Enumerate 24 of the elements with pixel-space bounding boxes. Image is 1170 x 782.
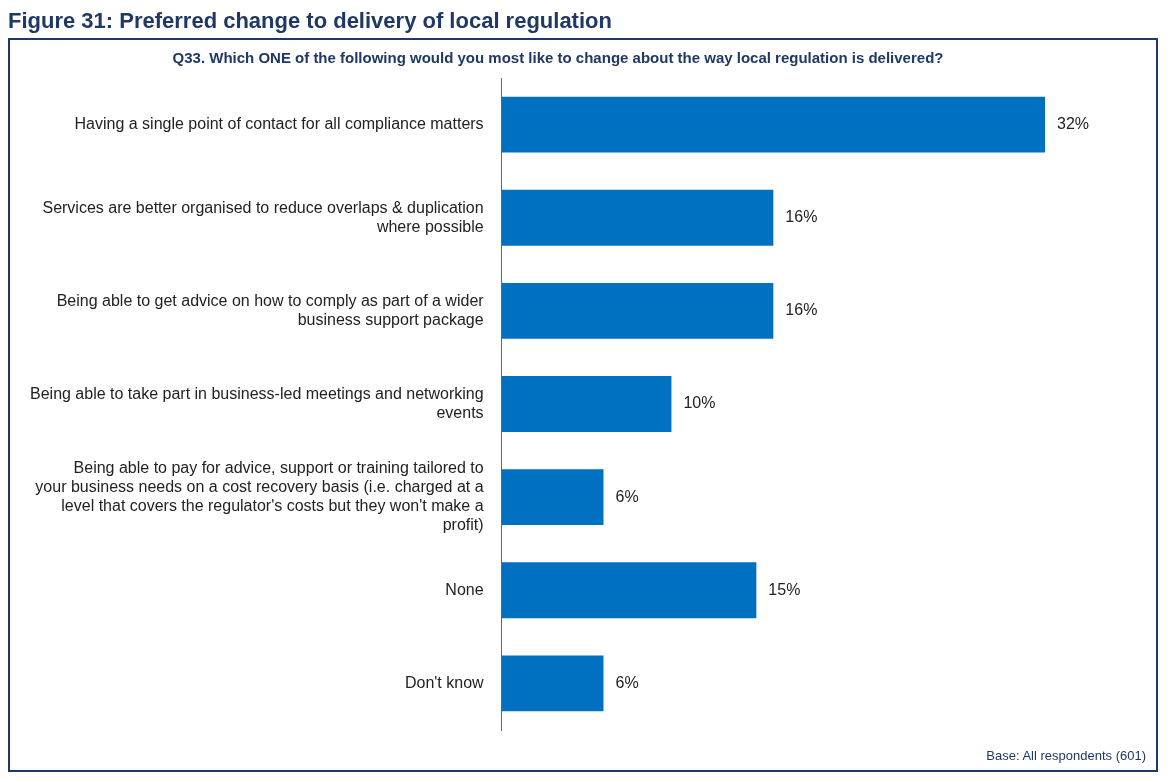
y-tick-label: Being able to take part in business-led meetings and networking events	[30, 384, 484, 422]
data-label: 6%	[615, 673, 639, 691]
bar	[501, 562, 757, 619]
data-label: 16%	[785, 208, 818, 226]
data-label: 6%	[615, 487, 639, 505]
data-label: 32%	[1057, 114, 1090, 132]
y-tick-label: Don't know	[404, 673, 485, 691]
bar	[501, 96, 1046, 153]
y-tick-label: Services are better organised to reduce overlaps & duplication where possible	[42, 198, 484, 235]
data-label: 15%	[768, 580, 801, 598]
y-tick-label: Being able to get advice on how to comply as part of a wider business support package	[56, 291, 485, 328]
y-tick-label: Being able to pay for advice, support or training tailored to your business needs on a cost recovery basis (i.e. charged at a level that covers the regulator's costs but they won't make a profit)	[35, 458, 484, 534]
bar	[501, 189, 774, 246]
bar	[501, 282, 774, 339]
chart-subtitle: Q33. Which ONE of the following would you most like to change about the way local regulation is delivered?	[172, 49, 944, 67]
y-tick-label: Having a single point of contact for all compliance matters	[74, 114, 484, 132]
bar	[501, 469, 604, 526]
data-label: 10%	[683, 394, 716, 412]
data-label: 16%	[785, 301, 818, 319]
y-tick-label: None	[445, 580, 484, 598]
text: Figure 31: Preferred change to delivery of local regulation	[8, 8, 613, 34]
bar	[501, 655, 604, 712]
bar	[501, 376, 672, 432]
text: Base: All respondents (601)	[986, 747, 1146, 763]
